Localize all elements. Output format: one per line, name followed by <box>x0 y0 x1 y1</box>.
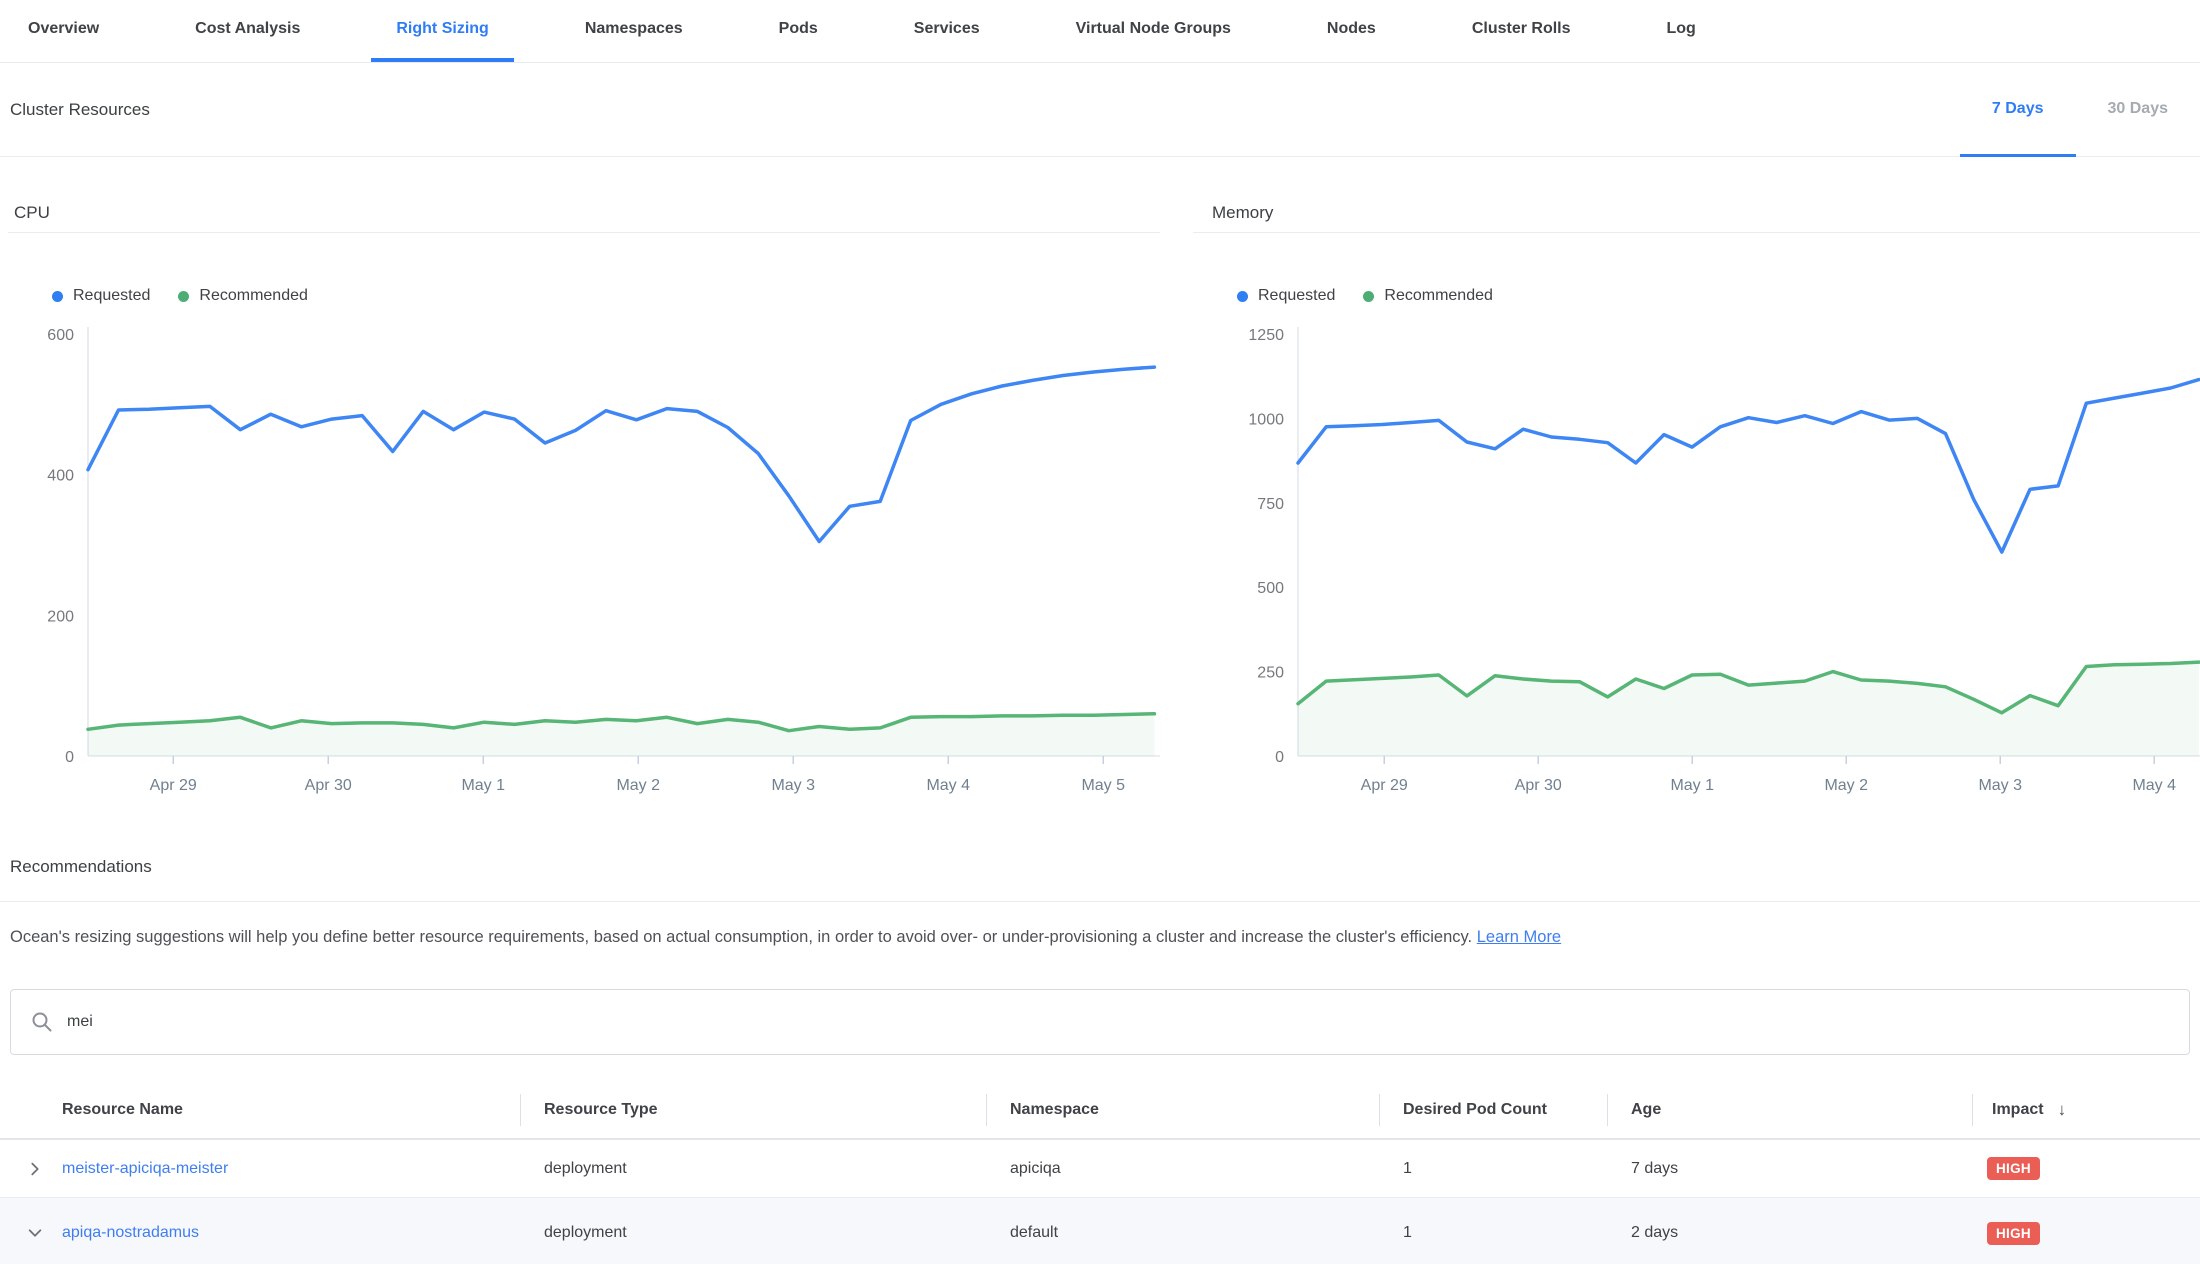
column-label: Age <box>1631 1101 1661 1119</box>
tab-nodes[interactable]: Nodes <box>1302 0 1401 62</box>
impact-badge: HIGH <box>1987 1222 2040 1245</box>
svg-text:May 2: May 2 <box>616 777 660 794</box>
svg-text:0: 0 <box>65 749 74 766</box>
cpu-chart-title: CPU <box>8 203 1160 233</box>
cpu-chart-legend: Requested Recommended <box>52 287 1160 305</box>
recommended-dot-icon <box>178 291 189 302</box>
tab-cluster-rolls[interactable]: Cluster Rolls <box>1447 0 1596 62</box>
table-header-row: Resource Name Resource Type Namespace Desir… <box>0 1081 2200 1140</box>
tab-pods[interactable]: Pods <box>754 0 843 62</box>
svg-text:May 2: May 2 <box>1824 777 1868 794</box>
requested-dot-icon <box>52 291 63 302</box>
description-text: Ocean's resizing suggestions will help y… <box>10 928 1472 946</box>
chevron-down-icon[interactable] <box>26 1224 44 1242</box>
namespace-cell: apiciqa <box>986 1160 1379 1178</box>
svg-text:200: 200 <box>47 608 74 625</box>
cpu-line-chart: 600 400 200 0 Apr 29 Apr 30 May 1 May 2 May 3 May… <box>8 319 1160 819</box>
tab-overview[interactable]: Overview <box>3 0 124 62</box>
time-range-toggle: 7 Days30 Days <box>1960 63 2200 156</box>
tab-right-sizing[interactable]: Right Sizing <box>371 0 513 62</box>
svg-text:May 4: May 4 <box>926 777 970 794</box>
range-tab-30-days[interactable]: 30 Days <box>2076 63 2200 157</box>
memory-chart-panel: Memory Requested Recommended 1250 1000 750… <box>1193 157 2200 819</box>
resource-type-cell: deployment <box>520 1160 986 1178</box>
resource-search <box>10 989 2190 1055</box>
requested-dot-icon <box>1237 291 1248 302</box>
legend-item-recommended: Recommended <box>1363 287 1493 305</box>
svg-text:Apr 29: Apr 29 <box>150 777 197 794</box>
column-header-namespace[interactable]: Namespace <box>986 1081 1379 1138</box>
cluster-resources-header: Cluster Resources 7 Days30 Days <box>0 63 2200 157</box>
svg-text:600: 600 <box>47 327 74 344</box>
column-label: Impact <box>1992 1101 2044 1119</box>
sort-desc-icon[interactable]: ↓ <box>2058 1100 2067 1120</box>
table-row[interactable]: meister-apiciqa-meister deploymentapiciqa… <box>0 1140 2200 1198</box>
svg-text:May 1: May 1 <box>461 777 505 794</box>
svg-text:250: 250 <box>1257 665 1284 682</box>
tab-log[interactable]: Log <box>1642 0 1721 62</box>
legend-label: Recommended <box>199 287 308 305</box>
table-row[interactable]: apiqa-nostradamus deploymentdefault12 day… <box>0 1198 2200 1264</box>
legend-item-requested: Requested <box>1237 287 1335 305</box>
svg-text:May 1: May 1 <box>1670 777 1714 794</box>
legend-item-recommended: Recommended <box>178 287 308 305</box>
svg-text:500: 500 <box>1257 580 1284 597</box>
tab-virtual-node-groups[interactable]: Virtual Node Groups <box>1051 0 1256 62</box>
legend-label: Requested <box>73 287 150 305</box>
legend-label: Requested <box>1258 287 1335 305</box>
search-icon <box>31 1011 53 1033</box>
memory-chart-legend: Requested Recommended <box>1237 287 2200 305</box>
memory-chart-title: Memory <box>1193 203 2200 233</box>
svg-text:400: 400 <box>47 468 74 485</box>
column-label: Resource Name <box>62 1101 183 1119</box>
memory-line-chart: 1250 1000 750 500 250 0 Apr 29 Apr 30 May 1 May 2… <box>1193 319 2200 819</box>
column-header-desired-pod-count[interactable]: Desired Pod Count <box>1379 1081 1607 1138</box>
svg-text:Apr 30: Apr 30 <box>305 777 352 794</box>
svg-text:Apr 29: Apr 29 <box>1361 777 1408 794</box>
tab-cost-analysis[interactable]: Cost Analysis <box>170 0 325 62</box>
svg-text:Apr 30: Apr 30 <box>1515 777 1562 794</box>
cpu-chart-panel: CPU Requested Recommended 600 400 200 0 Apr … <box>8 157 1160 819</box>
chevron-right-icon[interactable] <box>26 1160 44 1178</box>
svg-text:May 5: May 5 <box>1081 777 1125 794</box>
svg-text:May 3: May 3 <box>1978 777 2022 794</box>
legend-item-requested: Requested <box>52 287 150 305</box>
top-nav: Overview Cost Analysis Right Sizing Namespa… <box>0 0 2200 63</box>
svg-text:May 4: May 4 <box>2132 777 2176 794</box>
search-input[interactable] <box>67 1013 2169 1031</box>
legend-label: Recommended <box>1384 287 1493 305</box>
svg-text:1250: 1250 <box>1248 327 1284 344</box>
recommendations-table: Resource Name Resource Type Namespace Desir… <box>0 1081 2200 1264</box>
recommendations-title: Recommendations <box>10 857 2190 877</box>
recommended-dot-icon <box>1363 291 1374 302</box>
pod-count-cell: 1 <box>1379 1224 1607 1242</box>
svg-text:1000: 1000 <box>1248 411 1284 428</box>
column-label: Namespace <box>1010 1101 1099 1119</box>
column-label: Desired Pod Count <box>1403 1101 1547 1119</box>
resource-type-cell: deployment <box>520 1224 986 1242</box>
age-cell: 7 days <box>1607 1160 1972 1178</box>
age-cell: 2 days <box>1607 1224 1972 1242</box>
cluster-resources-title: Cluster Resources <box>10 100 150 120</box>
svg-text:May 3: May 3 <box>771 777 815 794</box>
divider <box>0 901 2200 902</box>
recommendations-description: Ocean's resizing suggestions will help y… <box>10 928 2190 947</box>
column-header-impact[interactable]: Impact ↓ <box>1972 1081 2200 1138</box>
pod-count-cell: 1 <box>1379 1160 1607 1178</box>
resource-name-link[interactable]: meister-apiciqa-meister <box>62 1160 228 1178</box>
column-header-resource-type[interactable]: Resource Type <box>520 1081 986 1138</box>
impact-badge: HIGH <box>1987 1157 2040 1180</box>
column-label: Resource Type <box>544 1101 658 1119</box>
svg-text:750: 750 <box>1257 496 1284 513</box>
resource-name-link[interactable]: apiqa-nostradamus <box>62 1224 199 1242</box>
charts-row: CPU Requested Recommended 600 400 200 0 Apr … <box>0 157 2200 819</box>
range-tab-7-days[interactable]: 7 Days <box>1960 63 2076 157</box>
namespace-cell: default <box>986 1224 1379 1242</box>
tab-namespaces[interactable]: Namespaces <box>560 0 708 62</box>
column-header-age[interactable]: Age <box>1607 1081 1972 1138</box>
svg-text:0: 0 <box>1275 749 1284 766</box>
learn-more-link[interactable]: Learn More <box>1477 928 1561 946</box>
column-header-resource-name[interactable]: Resource Name <box>0 1081 520 1138</box>
tab-services[interactable]: Services <box>889 0 1005 62</box>
